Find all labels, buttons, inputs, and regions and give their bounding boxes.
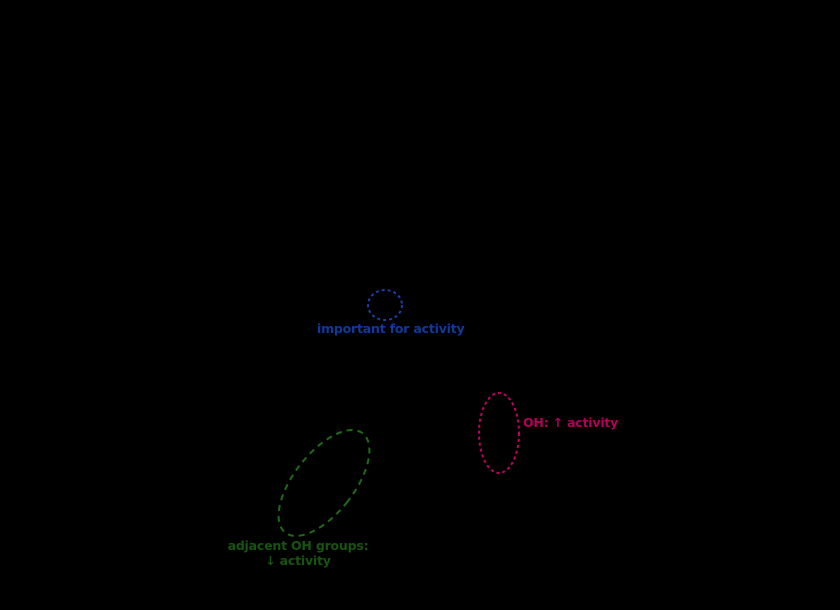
dashed-circle-highlight-icon — [367, 289, 403, 321]
annotation-label-line2: ↓ activity — [265, 553, 331, 568]
annotation-label-line1: adjacent OH groups: — [227, 538, 369, 553]
annotation-label-oh-increases-activity: OH: ↑ activity — [523, 415, 619, 430]
annotation-label-important-for-activity: important for activity — [317, 321, 465, 336]
dashed-ellipse-highlight-icon — [478, 392, 520, 474]
annotation-label-adjacent-oh-groups: adjacent OH groups: ↓ activity — [223, 538, 373, 568]
dashed-tilted-ellipse-highlight-icon — [277, 429, 371, 537]
